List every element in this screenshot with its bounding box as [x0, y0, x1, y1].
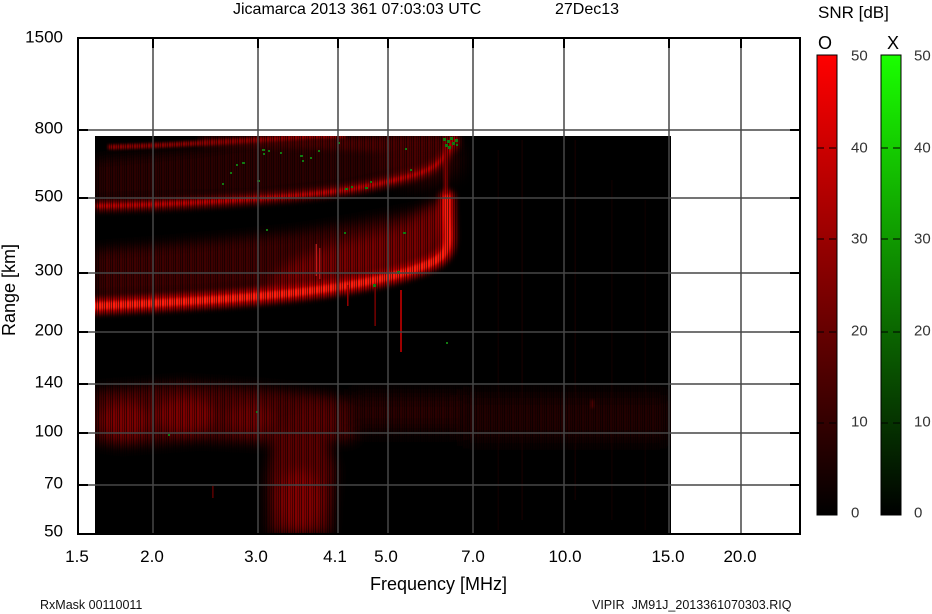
colorbar-o-tick: 30 — [851, 230, 868, 248]
x-tick-label: 2.0 — [140, 547, 164, 566]
x-tick-label: 10.0 — [548, 547, 582, 566]
y-tick-label: 140 — [34, 372, 63, 392]
colorbar-o-tick: 10 — [851, 413, 868, 431]
date-label: 27Dec13 — [555, 1, 620, 18]
y-tick-label: 70 — [44, 473, 63, 493]
colorbar-o-tick: 0 — [851, 504, 860, 522]
colorbar-x-tick: 10 — [914, 413, 931, 431]
heatmap-data-area — [95, 136, 671, 534]
colorbar-x-tick: 0 — [914, 504, 923, 522]
y-tick-label: 200 — [34, 320, 63, 340]
gridlines — [78, 38, 800, 534]
chart-title: Jicamarca 2013 361 07:03:03 UTC — [233, 1, 482, 18]
colorbar-x-tick: 20 — [914, 322, 931, 340]
colorbar-o-tick: 40 — [851, 139, 868, 157]
colorbar-x-tick: 30 — [914, 230, 931, 248]
x-tick-label: 1.5 — [65, 547, 89, 566]
axis-ticks — [78, 38, 800, 486]
streak-texture — [95, 136, 671, 534]
x-tick-label: 3.0 — [244, 547, 268, 566]
y-tick-label: 1500 — [25, 27, 63, 47]
colorbar-o-tick: 50 — [851, 47, 868, 65]
colorbar-title: SNR [dB] — [818, 3, 889, 22]
y-tick-label: 100 — [34, 421, 63, 441]
x-axis-title: Frequency [MHz] — [370, 574, 508, 594]
x-tick-label: 4.1 — [323, 547, 347, 566]
colorbar-o — [816, 54, 838, 516]
x-tick-label: 15.0 — [651, 547, 685, 566]
colorbar-o-tick: 20 — [851, 322, 868, 340]
colorbar-x-tick: 50 — [914, 47, 931, 65]
colorbar-x-tick: 40 — [914, 139, 931, 157]
y-tick-label: 800 — [34, 118, 63, 138]
colorbar-o-label: O — [818, 33, 833, 53]
data-file-label: VIPIR JM91J_2013361070303.RIQ — [592, 598, 792, 612]
y-tick-label: 300 — [34, 260, 63, 280]
y-tick-label: 500 — [34, 186, 63, 206]
y-axis-title: Range [km] — [0, 243, 19, 337]
x-tick-label: 20.0 — [723, 547, 757, 566]
x-tick-label: 5.0 — [374, 547, 398, 566]
colorbar-x-label: X — [887, 33, 900, 53]
plot-frame — [77, 37, 801, 535]
colorbar-x — [880, 54, 902, 516]
x-tick-label: 7.0 — [461, 547, 485, 566]
rx-mask-label: RxMask 00110011 — [40, 598, 143, 612]
y-tick-label: 50 — [44, 521, 63, 541]
